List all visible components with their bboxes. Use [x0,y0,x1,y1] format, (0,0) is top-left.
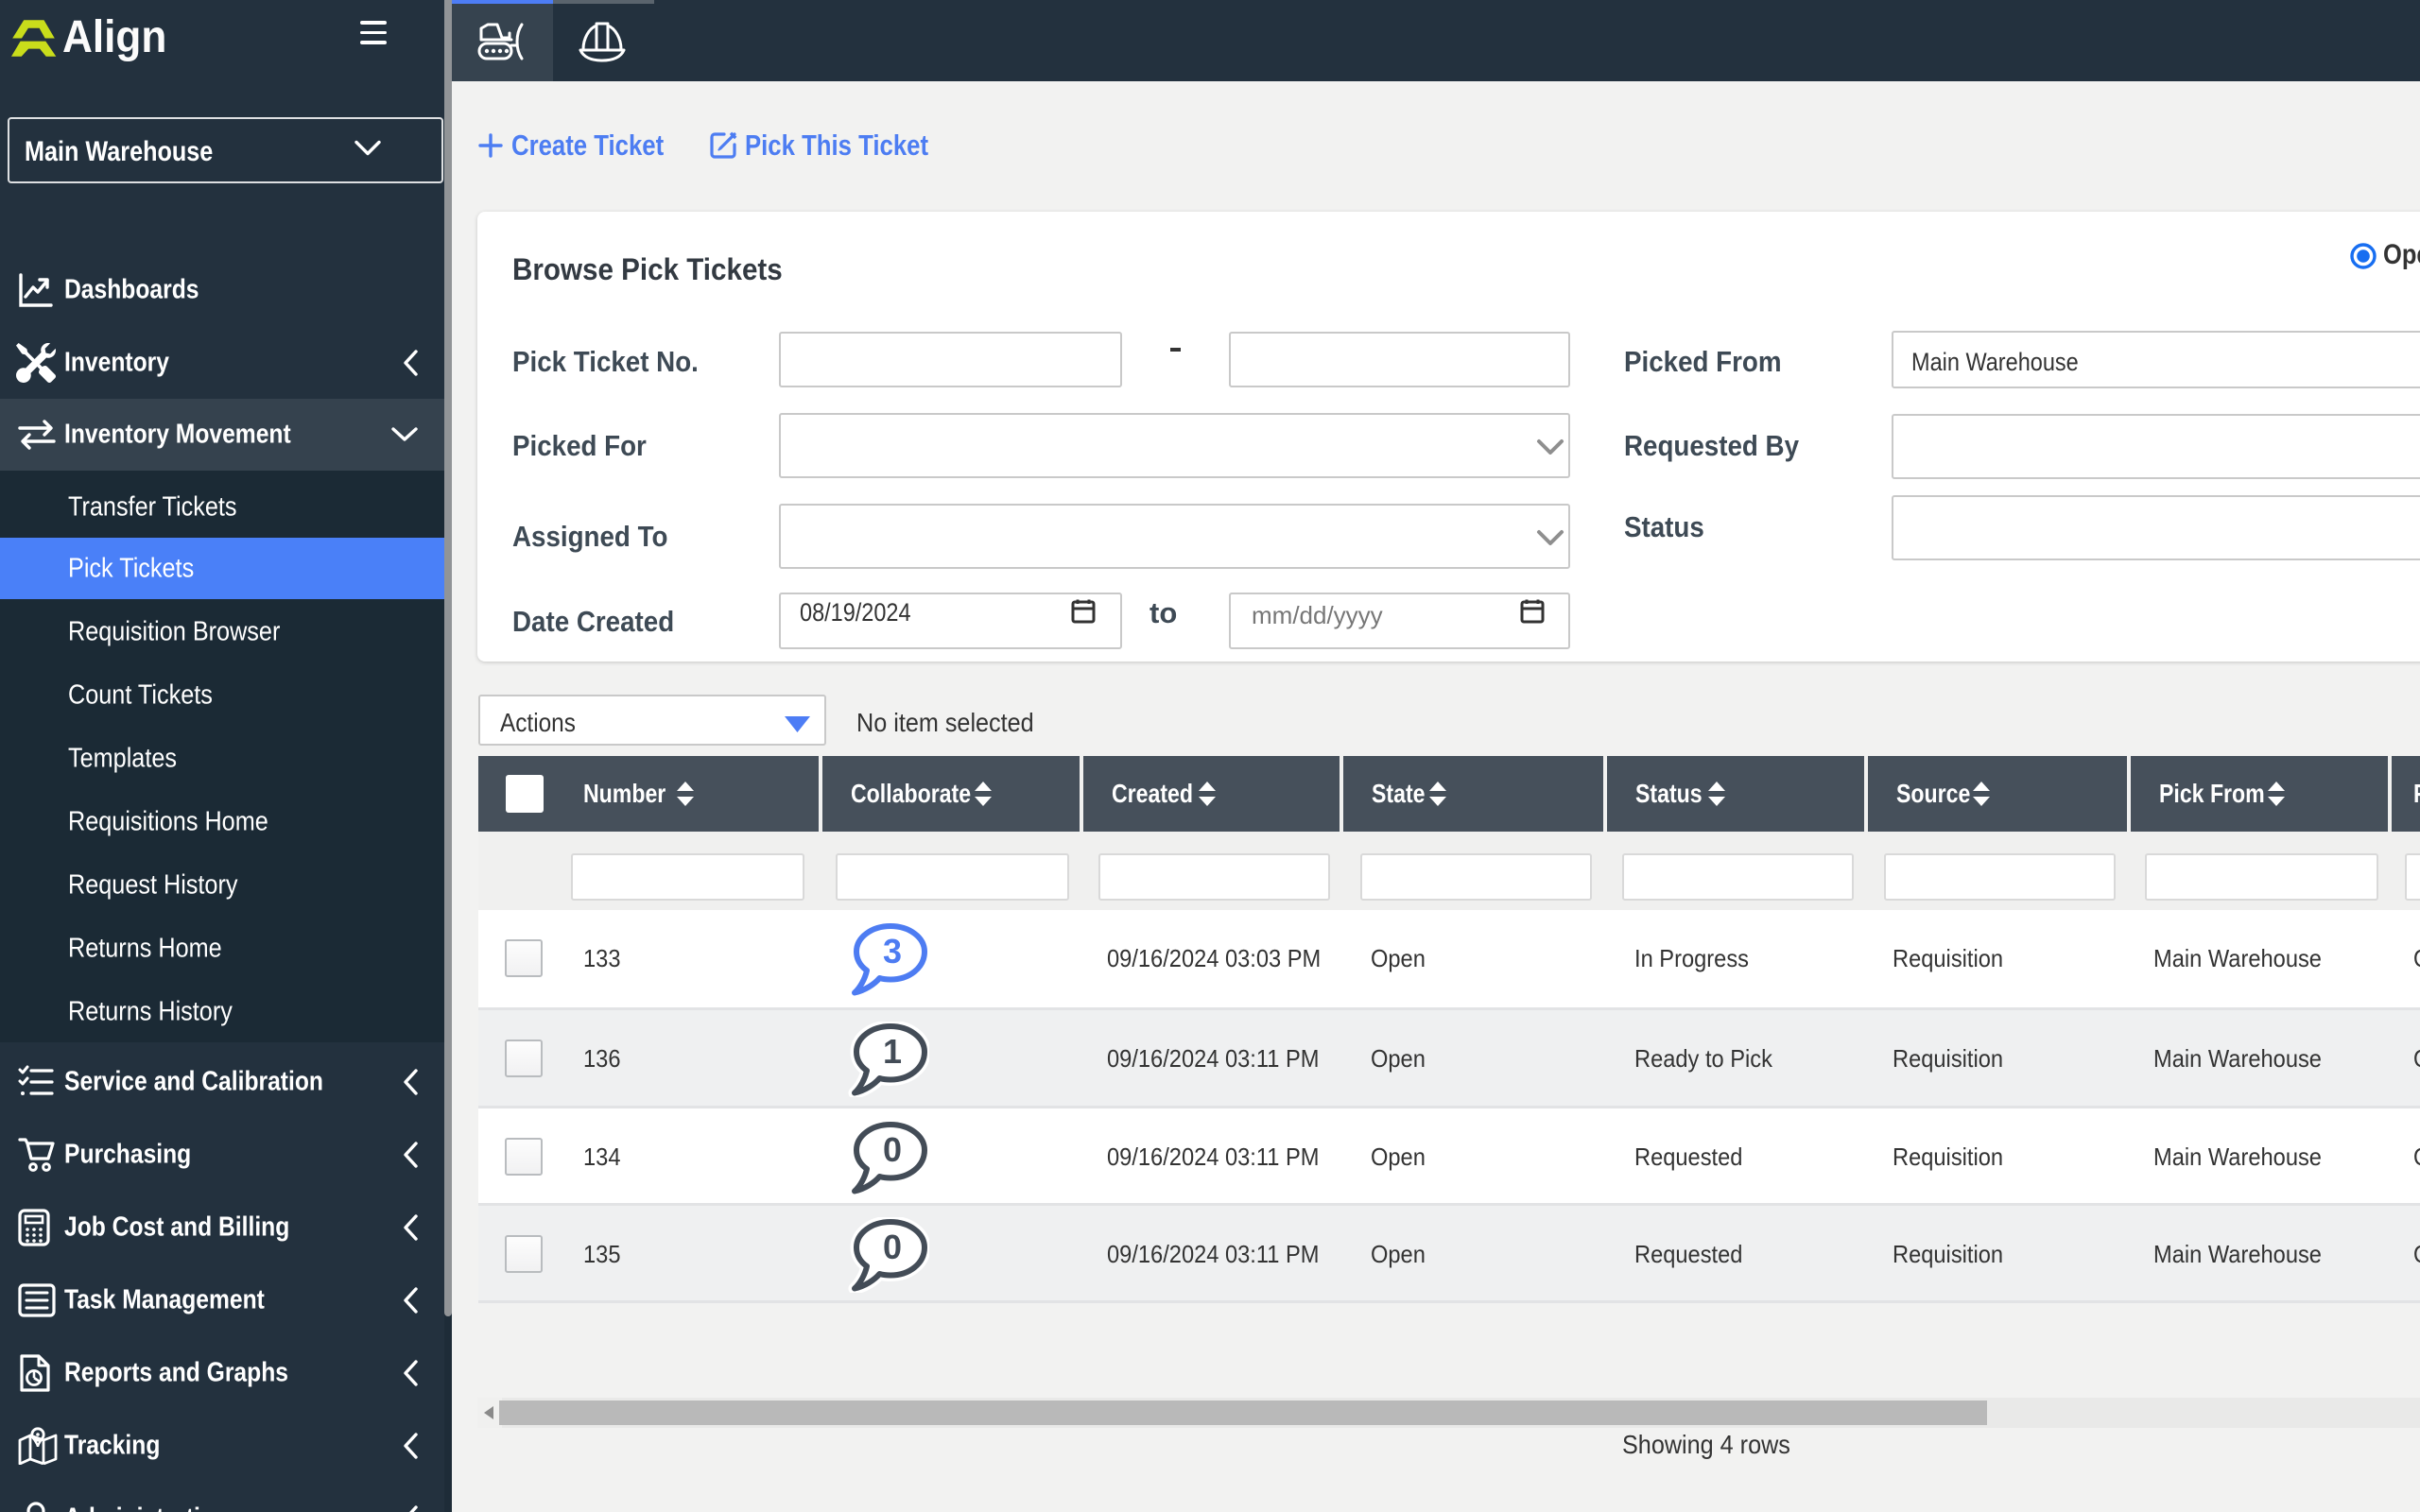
svg-text:3: 3 [883,932,902,971]
svg-text:1: 1 [883,1032,902,1071]
svg-text:0: 0 [883,1130,902,1169]
svg-text:0: 0 [883,1228,902,1266]
